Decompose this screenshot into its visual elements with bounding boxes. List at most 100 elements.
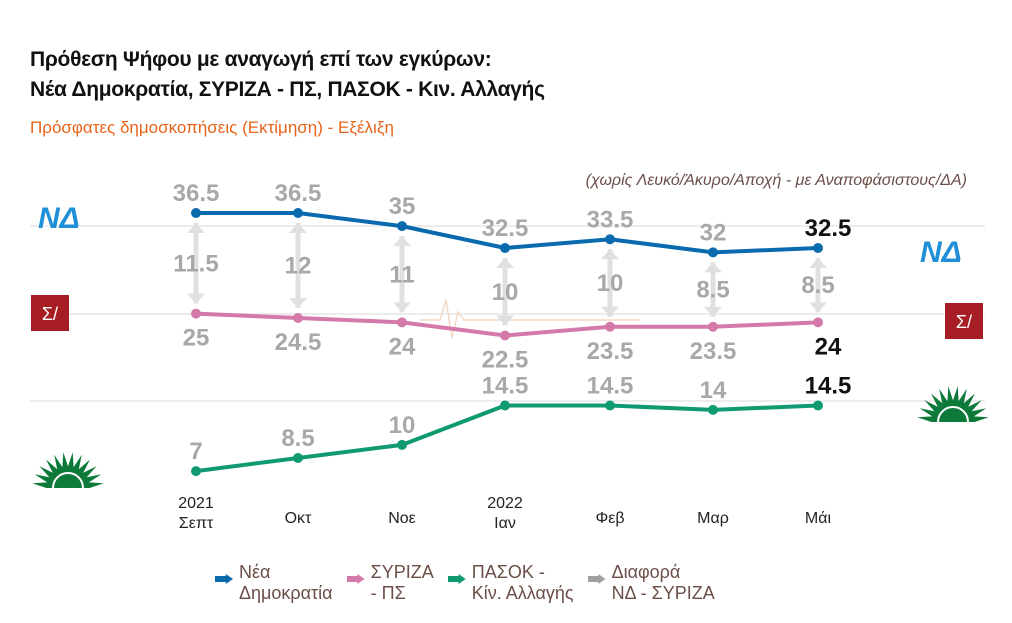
- data-label-syriza: 23.5: [690, 338, 737, 365]
- data-point-syriza: [708, 321, 718, 332]
- data-label-pasok: 10: [389, 412, 416, 439]
- data-label-nd: 32: [700, 219, 727, 246]
- x-tick-label: Μαρ: [697, 510, 729, 527]
- data-label-nd: 32.5: [482, 215, 529, 242]
- legend-label: Κίν. Αλλαγής: [471, 583, 574, 603]
- legend-label: - ΠΣ: [370, 583, 406, 603]
- arrow-head: [704, 262, 722, 273]
- arrow-head: [601, 249, 619, 260]
- syriza-logo-icon: [31, 295, 69, 331]
- x-tick-label: Ιαν: [494, 515, 516, 532]
- data-label-syriza: 24: [815, 333, 842, 360]
- data-point-syriza: [293, 313, 303, 323]
- arrow-head: [704, 306, 722, 317]
- difference-label: 11.5: [173, 250, 218, 277]
- data-point-pasok: [191, 466, 201, 477]
- difference-label: 12: [285, 253, 312, 280]
- data-point-syriza: [500, 330, 510, 341]
- legend-item-pasok[interactable]: ΠΑΣΟΚ - Κίν. Αλλαγής: [447, 562, 574, 604]
- data-label-syriza: 24: [389, 333, 416, 360]
- x-tick-label: Σεπτ: [179, 515, 214, 532]
- data-point-pasok: [708, 404, 718, 415]
- data-point-pasok: [813, 400, 823, 411]
- data-point-nd: [397, 221, 407, 232]
- chart-title-line1: Πρόθεση Ψήφου με αναγωγή επί των εγκύρων…: [30, 48, 492, 71]
- pasok-sun: [52, 472, 84, 489]
- chart-subtitle: Πρόσφατες δημοσκοπήσεις (Εκτίμηση) - Εξέ…: [30, 118, 394, 137]
- arrow-head: [496, 258, 514, 268]
- arrow-head: [187, 293, 205, 304]
- legend-marker-icon: [215, 574, 233, 584]
- data-label-nd: 36.5: [275, 180, 322, 207]
- syriza-logo-mark: Σ/: [956, 312, 972, 332]
- legend-item-syriza[interactable]: ΣΥΡΙΖΑ - ΠΣ: [346, 562, 434, 604]
- x-tick-label: Νοε: [388, 510, 416, 527]
- legend-marker-icon: [587, 574, 606, 584]
- legend: Νέα Δημοκρατία ΣΥΡΙΖΑ - ΠΣ ΠΑΣΟΚ - Κίν. Αλλ…: [215, 562, 715, 604]
- pasok-logo-icon: [32, 452, 104, 488]
- data-point-nd: [293, 208, 303, 218]
- watermark-pulse-icon: [420, 299, 640, 339]
- data-point-pasok: [605, 400, 615, 411]
- arrow-head: [393, 236, 411, 247]
- data-label-pasok: 7: [189, 438, 202, 465]
- difference-label: 8.5: [801, 272, 834, 299]
- data-point-nd: [813, 243, 823, 253]
- data-point-syriza: [813, 317, 823, 328]
- data-label-nd: 32.5: [805, 215, 852, 242]
- x-tick-label: 2022: [487, 495, 523, 512]
- data-point-pasok: [293, 453, 303, 463]
- difference-label: 11: [389, 261, 414, 288]
- legend-label: Νέα: [239, 562, 271, 582]
- x-tick-label: 2021: [178, 495, 214, 512]
- data-label-pasok: 14.5: [482, 373, 529, 400]
- arrow-head: [496, 315, 514, 326]
- data-point-syriza: [397, 317, 407, 328]
- data-label-nd: 36.5: [173, 180, 220, 207]
- data-label-pasok: 14: [700, 377, 727, 404]
- arrow-head: [809, 258, 827, 268]
- data-point-nd: [708, 247, 718, 258]
- data-point-nd: [191, 208, 201, 218]
- arrow-head: [289, 298, 307, 308]
- arrow-head: [187, 223, 205, 233]
- legend-marker-icon: [346, 574, 365, 584]
- legend-label: ΠΑΣΟΚ -: [471, 562, 545, 582]
- data-label-nd: 35: [389, 193, 416, 220]
- legend-item-nd[interactable]: Νέα Δημοκρατία: [215, 562, 333, 604]
- data-label-pasok: 8.5: [281, 425, 314, 452]
- data-point-syriza: [191, 308, 201, 319]
- data-label-syriza: 23.5: [587, 338, 634, 365]
- legend-label: Διαφορά: [611, 562, 681, 582]
- pasok-sun: [937, 406, 969, 423]
- x-tick-label: Φεβ: [595, 510, 624, 527]
- legend-label: Δημοκρατία: [239, 583, 333, 603]
- chart-note: (χωρίς Λευκό/Άκυρο/Αποχή - με Αναποφάσισ…: [585, 172, 967, 189]
- data-point-syriza: [605, 321, 615, 332]
- legend-item-diff[interactable]: Διαφορά ΝΔ - ΣΥΡΙΖΑ: [587, 562, 715, 604]
- data-label-pasok: 14.5: [587, 373, 634, 400]
- legend-marker-icon: [447, 574, 466, 584]
- arrow-head: [601, 306, 619, 317]
- chart-title-line2: Νέα Δημοκρατία, ΣΥΡΙΖΑ - ΠΣ, ΠΑΣΟΚ - Κιν…: [30, 78, 545, 101]
- arrow-head: [809, 302, 827, 313]
- data-point-nd: [500, 243, 510, 253]
- data-label-syriza: 24.5: [275, 329, 322, 356]
- data-point-pasok: [500, 400, 510, 411]
- nd-logo-icon: ΝΔ: [920, 236, 962, 269]
- syriza-logo-icon: [945, 303, 983, 339]
- data-label-nd: 33.5: [587, 206, 634, 233]
- syriza-logo-mark: Σ/: [42, 304, 58, 324]
- legend-label: ΣΥΡΙΖΑ: [370, 562, 434, 582]
- difference-label: 8.5: [696, 277, 729, 304]
- data-point-pasok: [397, 439, 407, 450]
- line-chart: 11.5 12 11 10 10 8.5 8.5 36.5 36.5 35 32.5 33.5 32 32…: [30, 180, 989, 532]
- pasok-logo-icon: [917, 386, 989, 422]
- data-point-nd: [605, 234, 615, 245]
- data-label-syriza: 25: [183, 325, 210, 352]
- difference-label: 10: [492, 279, 519, 306]
- x-tick-label: Οκτ: [285, 510, 312, 527]
- legend-label: ΝΔ - ΣΥΡΙΖΑ: [611, 583, 715, 603]
- nd-logo-icon: ΝΔ: [38, 202, 80, 235]
- data-label-syriza: 22.5: [482, 347, 529, 374]
